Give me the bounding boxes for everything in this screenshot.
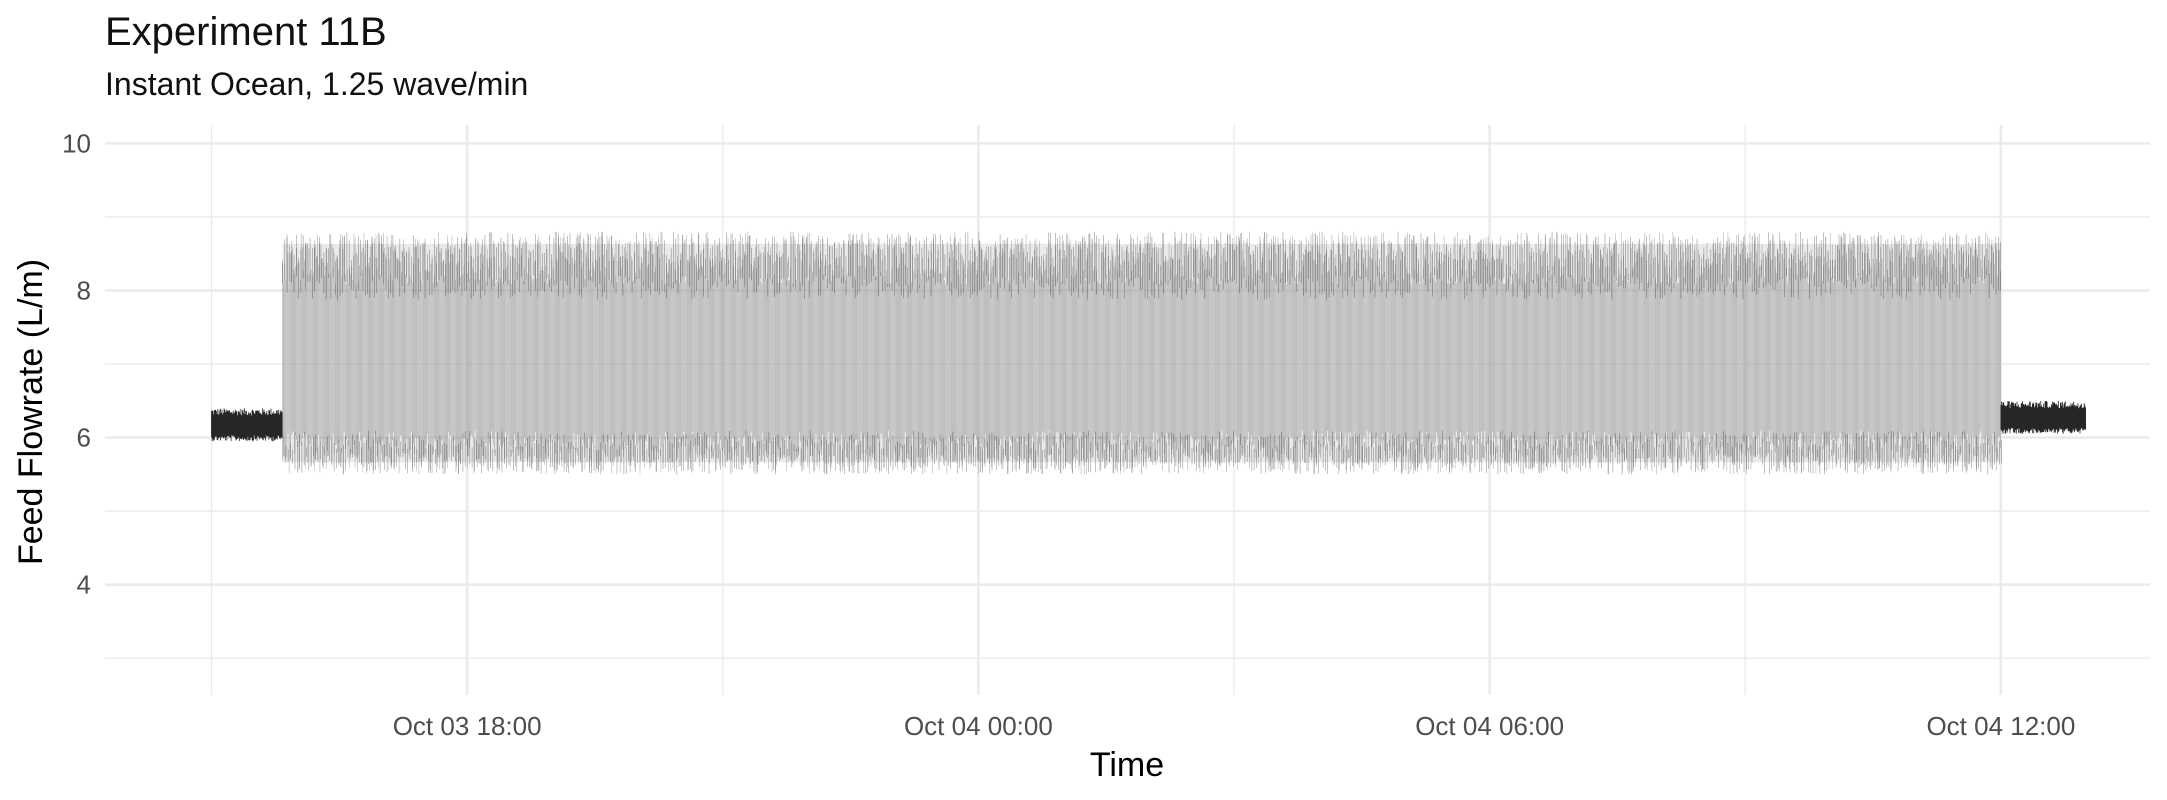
y-tick-label: 6 xyxy=(77,423,91,453)
chart-subtitle: Instant Ocean, 1.25 wave/min xyxy=(105,66,529,102)
x-axis-title: Time xyxy=(1090,746,1164,784)
x-tick-label: Oct 04 06:00 xyxy=(1415,711,1564,741)
data-segment-1 xyxy=(282,231,2002,475)
y-tick-label: 10 xyxy=(62,128,91,158)
y-axis-ticks: 4 6 8 10 xyxy=(62,128,91,599)
data-segment-2 xyxy=(2000,400,2086,434)
data-trace xyxy=(211,408,283,442)
y-tick-label: 4 xyxy=(77,570,91,600)
data-trace xyxy=(282,231,2001,475)
data-trace xyxy=(2000,400,2086,434)
x-tick-label: Oct 04 12:00 xyxy=(1926,711,2075,741)
data-segment-0 xyxy=(211,408,283,442)
y-tick-label: 8 xyxy=(77,275,91,305)
data-band xyxy=(282,243,2001,463)
y-axis-title: Feed Flowrate (L/m) xyxy=(12,259,50,565)
data-trace-dense xyxy=(282,231,2002,475)
x-tick-label: Oct 03 18:00 xyxy=(393,711,542,741)
x-tick-label: Oct 04 00:00 xyxy=(904,711,1053,741)
data-series xyxy=(211,231,2086,475)
chart-title: Experiment 11B xyxy=(105,10,387,54)
x-axis-ticks: Oct 03 18:00 Oct 04 00:00 Oct 04 06:00 Oct … xyxy=(393,711,2076,741)
